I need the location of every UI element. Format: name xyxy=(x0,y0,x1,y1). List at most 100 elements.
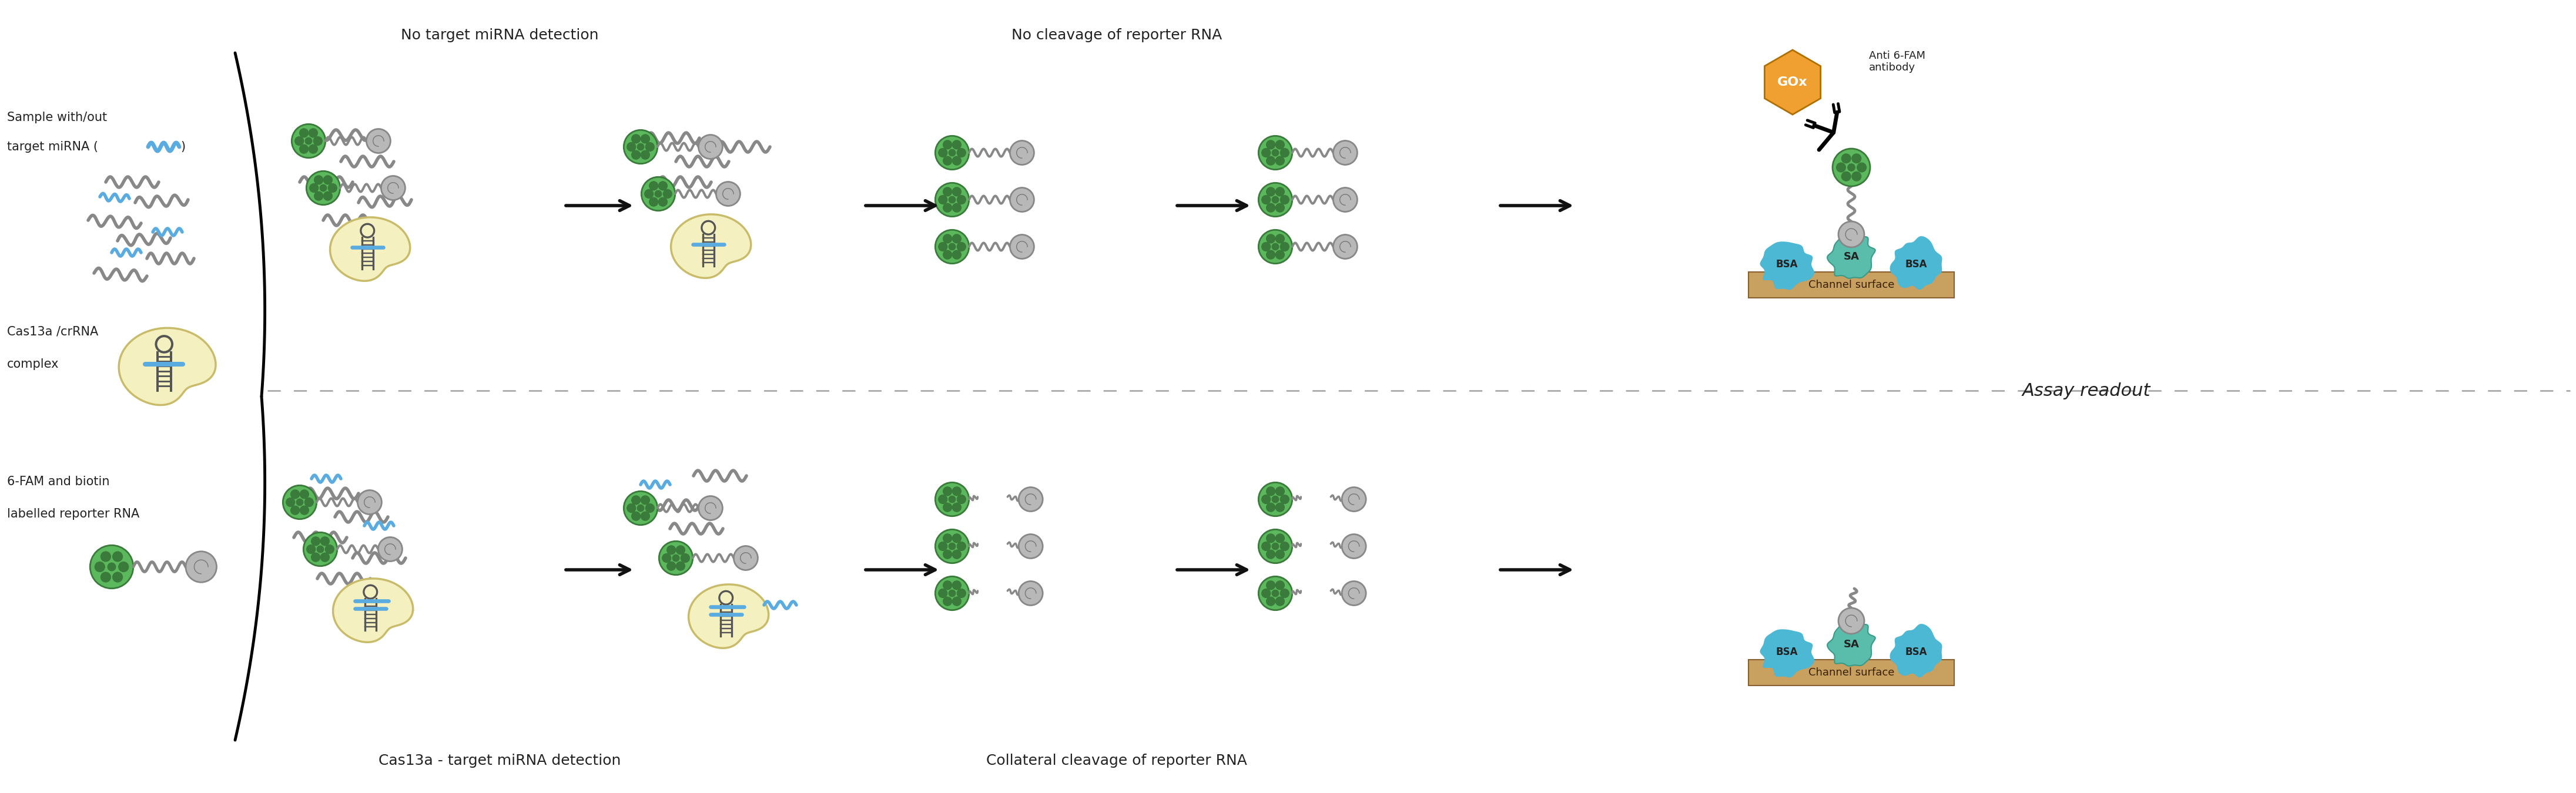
Circle shape xyxy=(1267,203,1275,212)
Polygon shape xyxy=(1759,242,1814,289)
Circle shape xyxy=(1018,581,1043,605)
Text: BSA: BSA xyxy=(1906,647,1927,657)
Circle shape xyxy=(317,546,325,553)
Circle shape xyxy=(938,589,948,598)
Circle shape xyxy=(935,577,969,610)
Circle shape xyxy=(943,251,953,259)
Circle shape xyxy=(623,491,657,525)
Circle shape xyxy=(943,487,953,496)
Circle shape xyxy=(1280,589,1288,598)
Circle shape xyxy=(647,143,654,151)
Circle shape xyxy=(659,182,667,190)
Circle shape xyxy=(631,151,641,159)
Circle shape xyxy=(1260,183,1293,216)
Circle shape xyxy=(1852,154,1860,163)
Circle shape xyxy=(626,504,636,512)
Circle shape xyxy=(953,581,961,590)
Circle shape xyxy=(641,511,649,520)
Circle shape xyxy=(649,182,657,190)
Circle shape xyxy=(935,183,969,216)
Circle shape xyxy=(325,175,332,184)
Circle shape xyxy=(641,177,675,211)
Polygon shape xyxy=(332,579,412,642)
Circle shape xyxy=(948,590,956,596)
Circle shape xyxy=(935,136,969,170)
Circle shape xyxy=(1280,148,1288,157)
Circle shape xyxy=(1018,534,1043,558)
Circle shape xyxy=(1280,243,1288,251)
Text: Anti 6-FAM
antibody: Anti 6-FAM antibody xyxy=(1870,50,1924,73)
Circle shape xyxy=(1857,163,1865,172)
Circle shape xyxy=(1267,251,1275,259)
Circle shape xyxy=(304,138,312,144)
Circle shape xyxy=(631,135,641,144)
Bar xyxy=(1749,660,1955,685)
Circle shape xyxy=(1262,589,1270,598)
Circle shape xyxy=(304,498,314,507)
Circle shape xyxy=(307,171,340,205)
Circle shape xyxy=(943,597,953,606)
Circle shape xyxy=(309,128,317,137)
Circle shape xyxy=(958,542,966,550)
Circle shape xyxy=(95,562,106,572)
Circle shape xyxy=(958,589,966,598)
Circle shape xyxy=(312,537,319,546)
Circle shape xyxy=(675,561,685,570)
Circle shape xyxy=(943,156,953,165)
Circle shape xyxy=(641,135,649,144)
Circle shape xyxy=(113,552,124,561)
Circle shape xyxy=(716,182,739,206)
Circle shape xyxy=(1018,487,1043,511)
Circle shape xyxy=(1273,243,1278,250)
Circle shape xyxy=(1275,550,1285,559)
Circle shape xyxy=(1260,230,1293,263)
Circle shape xyxy=(953,550,961,559)
Text: Collateral cleavage of reporter RNA: Collateral cleavage of reporter RNA xyxy=(987,753,1247,768)
Circle shape xyxy=(1342,487,1365,511)
Circle shape xyxy=(1262,495,1270,504)
Circle shape xyxy=(291,506,299,515)
Circle shape xyxy=(958,195,966,204)
Circle shape xyxy=(294,136,304,145)
Text: Channel surface: Channel surface xyxy=(1808,667,1893,678)
Circle shape xyxy=(299,144,309,153)
Text: 6-FAM and biotin: 6-FAM and biotin xyxy=(8,476,111,488)
Text: target miRNA (: target miRNA ( xyxy=(8,141,98,153)
Circle shape xyxy=(1262,542,1270,550)
Circle shape xyxy=(1273,496,1278,503)
Circle shape xyxy=(953,187,961,196)
Circle shape xyxy=(958,243,966,251)
Circle shape xyxy=(309,144,317,153)
Circle shape xyxy=(1275,503,1285,511)
Circle shape xyxy=(953,156,961,165)
Circle shape xyxy=(1267,140,1275,149)
Circle shape xyxy=(734,546,757,570)
Circle shape xyxy=(953,503,961,511)
Circle shape xyxy=(1847,164,1855,171)
Circle shape xyxy=(1267,503,1275,511)
Circle shape xyxy=(299,506,309,515)
Polygon shape xyxy=(1891,624,1942,677)
Circle shape xyxy=(299,490,309,499)
Circle shape xyxy=(1273,590,1278,596)
Circle shape xyxy=(1267,550,1275,559)
Circle shape xyxy=(644,190,654,198)
Circle shape xyxy=(1275,234,1285,243)
Bar xyxy=(1749,272,1955,298)
Circle shape xyxy=(1260,482,1293,516)
Circle shape xyxy=(1275,597,1285,606)
Circle shape xyxy=(623,130,657,163)
Circle shape xyxy=(291,490,299,499)
Circle shape xyxy=(185,551,216,582)
Circle shape xyxy=(325,192,332,201)
Circle shape xyxy=(1839,221,1865,247)
Circle shape xyxy=(698,135,721,159)
Circle shape xyxy=(358,490,381,515)
Text: SA: SA xyxy=(1844,251,1860,262)
Circle shape xyxy=(647,504,654,512)
Circle shape xyxy=(113,573,124,582)
Circle shape xyxy=(314,136,322,145)
Circle shape xyxy=(659,197,667,206)
Circle shape xyxy=(953,203,961,212)
Polygon shape xyxy=(118,328,216,405)
